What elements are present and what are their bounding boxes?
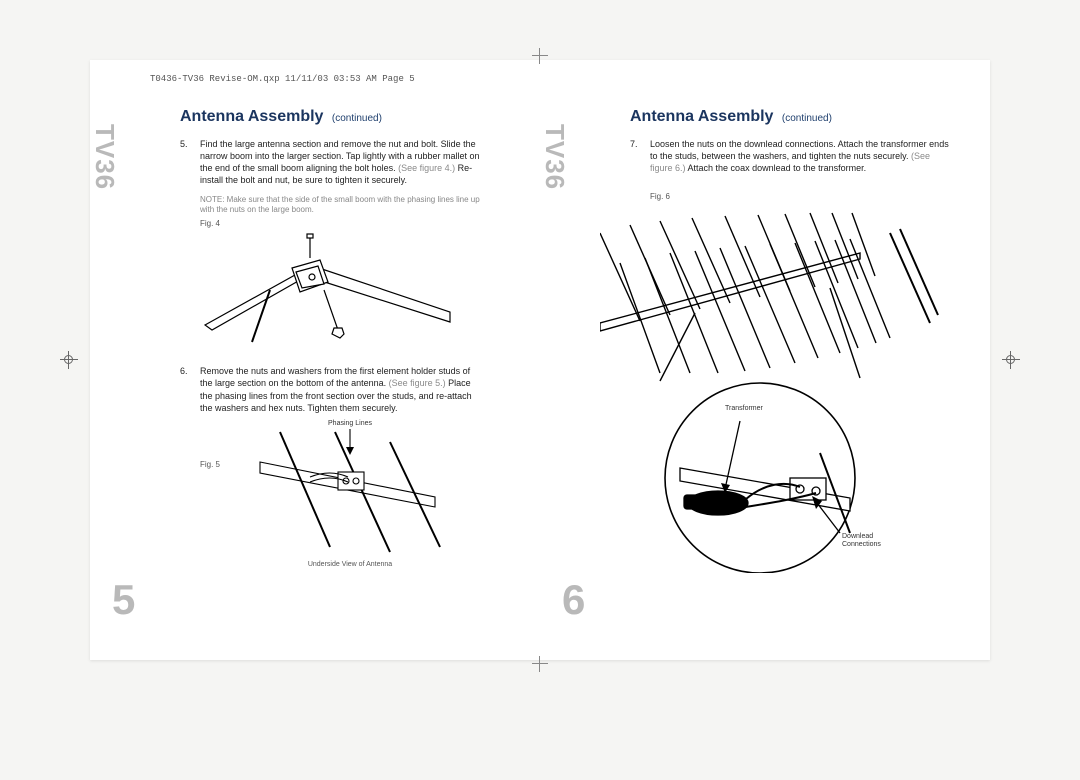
step-6-number: 6. (180, 365, 192, 414)
fig6-downlead-callout: Downlead Connections (842, 533, 912, 548)
heading-continued-r: (continued) (782, 113, 832, 124)
left-content: Antenna Assembly (continued) 5. Find the… (180, 108, 480, 568)
page-spread: TV36 5 Antenna Assembly (continued) 5. F… (90, 100, 990, 660)
step-7-text: Loosen the nuts on the downlead connecti… (650, 138, 950, 174)
crop-mark-top (532, 48, 548, 64)
model-label-left: TV36 (89, 124, 120, 190)
fig5-caption: Underside View of Antenna (220, 561, 480, 568)
fig6-transformer-callout: Transformer (725, 405, 763, 412)
step-7: 7. Loosen the nuts on the downlead conne… (630, 138, 950, 174)
heading-left: Antenna Assembly (continued) (180, 108, 480, 126)
step-5: 5. Find the large antenna section and re… (180, 138, 480, 187)
heading-title-r: Antenna Assembly (630, 108, 773, 125)
model-label-right: TV36 (539, 124, 570, 190)
figure-4 (200, 230, 480, 345)
page-number-left: 5 (112, 576, 135, 624)
page-left: TV36 5 Antenna Assembly (continued) 5. F… (90, 100, 540, 660)
figure-6: Transformer Downlead Connections (630, 203, 950, 573)
step-5-number: 5. (180, 138, 192, 187)
page-number-right: 6 (562, 576, 585, 624)
step-6-text: Remove the nuts and washers from the fir… (200, 365, 480, 414)
heading-continued: (continued) (332, 113, 382, 124)
fig5-phasing-callout: Phasing Lines (220, 420, 480, 427)
heading-title: Antenna Assembly (180, 108, 323, 125)
registration-mark-left (60, 351, 78, 369)
step-7-number: 7. (630, 138, 642, 174)
file-meta-line: T0436-TV36 Revise-OM.qxp 11/11/03 03:53 … (150, 74, 415, 84)
figure-5-svg (250, 427, 450, 557)
step-6: 6. Remove the nuts and washers from the … (180, 365, 480, 414)
fig5-label: Fig. 5 (200, 460, 220, 469)
step-5-note: NOTE: Make sure that the side of the sma… (200, 195, 480, 216)
step-5-text: Find the large antenna section and remov… (200, 138, 480, 187)
figure-6-svg (600, 203, 940, 573)
fig6-label: Fig. 6 (650, 192, 950, 201)
heading-right: Antenna Assembly (continued) (630, 108, 950, 126)
figure-4-svg (200, 230, 460, 345)
registration-mark-right (1002, 351, 1020, 369)
fig4-label: Fig. 4 (200, 219, 480, 228)
manual-spread: T0436-TV36 Revise-OM.qxp 11/11/03 03:53 … (90, 60, 990, 660)
right-content: Antenna Assembly (continued) 7. Loosen t… (630, 108, 950, 573)
page-right: TV36 6 Antenna Assembly (continued) 7. L… (540, 100, 990, 660)
